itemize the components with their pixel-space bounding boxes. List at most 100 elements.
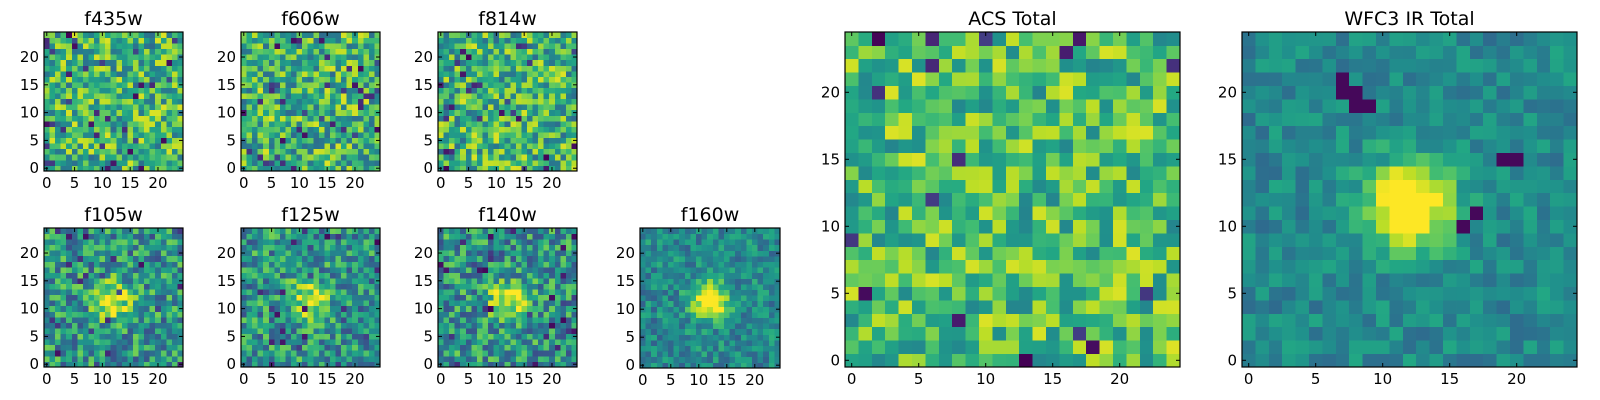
heatmap-cell bbox=[132, 98, 139, 105]
heatmap-cell bbox=[368, 311, 375, 318]
heatmap-cell bbox=[656, 300, 663, 307]
heatmap-cell bbox=[66, 137, 73, 144]
heatmap-cell bbox=[560, 54, 567, 61]
heatmap-cell bbox=[571, 148, 578, 155]
heatmap-cell bbox=[246, 305, 253, 312]
heatmap-cell bbox=[1019, 219, 1033, 234]
heatmap-cell bbox=[55, 59, 62, 66]
heatmap-cell bbox=[110, 137, 117, 144]
heatmap-cell bbox=[510, 137, 517, 144]
heatmap-cell bbox=[493, 311, 500, 318]
heatmap-cell bbox=[526, 109, 533, 116]
heatmap-cell bbox=[144, 148, 151, 155]
heatmap-cell bbox=[549, 255, 556, 262]
heatmap-cell bbox=[454, 278, 461, 284]
heatmap-cell bbox=[504, 278, 511, 284]
heatmap-cell bbox=[171, 233, 178, 240]
heatmap-cell bbox=[460, 339, 467, 346]
heatmap-cell bbox=[257, 82, 264, 88]
heatmap-cell bbox=[88, 250, 95, 257]
heatmap-cell bbox=[252, 300, 259, 307]
heatmap-cell bbox=[346, 355, 353, 362]
heatmap-cell bbox=[313, 339, 320, 346]
heatmap-cell bbox=[454, 244, 461, 251]
heatmap-cell bbox=[257, 76, 264, 83]
heatmap-cell bbox=[252, 165, 259, 172]
heatmap-cell bbox=[651, 239, 658, 246]
heatmap-cell bbox=[493, 87, 500, 94]
heatmap-cell bbox=[1072, 259, 1087, 274]
heatmap-cell bbox=[94, 109, 100, 116]
heatmap-cell bbox=[656, 356, 663, 363]
heatmap-cell bbox=[263, 333, 270, 340]
heatmap-cell bbox=[521, 82, 528, 88]
heatmap-cell bbox=[257, 316, 264, 323]
heatmap-cell bbox=[60, 109, 67, 116]
heatmap-cell bbox=[132, 93, 139, 100]
heatmap-cell bbox=[460, 148, 467, 155]
heatmap-cell bbox=[488, 43, 494, 50]
heatmap-cell bbox=[155, 322, 162, 329]
heatmap-cell bbox=[438, 283, 444, 290]
heatmap-cell bbox=[1005, 286, 1020, 301]
heatmap-cell bbox=[740, 233, 747, 240]
heatmap-cell bbox=[318, 344, 325, 351]
heatmap-cell bbox=[554, 159, 561, 166]
heatmap-cell bbox=[679, 334, 686, 341]
heatmap-cell bbox=[374, 132, 381, 139]
heatmap-cell bbox=[499, 328, 506, 335]
heatmap-cell bbox=[127, 87, 134, 94]
heatmap-cell bbox=[1099, 300, 1114, 314]
heatmap-cell bbox=[774, 256, 781, 262]
heatmap-cell bbox=[571, 143, 578, 150]
heatmap-cell bbox=[532, 233, 539, 240]
heatmap-cell bbox=[291, 159, 297, 166]
heatmap-cell bbox=[77, 115, 84, 122]
heatmap-cell bbox=[696, 250, 702, 257]
heatmap-cell bbox=[526, 328, 533, 335]
heatmap-cell bbox=[471, 159, 478, 166]
heatmap-cell bbox=[368, 228, 375, 234]
heatmap-cell bbox=[565, 350, 572, 357]
heatmap-cell bbox=[99, 233, 106, 240]
heatmap-cell bbox=[992, 233, 1007, 247]
heatmap-cell bbox=[66, 48, 73, 55]
heatmap-cell bbox=[521, 137, 528, 144]
heatmap-cell bbox=[504, 132, 511, 139]
heatmap-cell bbox=[571, 104, 578, 111]
heatmap-cell bbox=[696, 261, 702, 268]
heatmap-cell bbox=[443, 250, 450, 257]
heatmap-cell bbox=[77, 137, 84, 144]
heatmap-cell bbox=[88, 261, 95, 268]
heatmap-cell bbox=[132, 159, 139, 166]
heatmap-cell bbox=[138, 76, 145, 83]
heatmap-cell bbox=[374, 148, 381, 155]
heatmap-cell bbox=[160, 261, 167, 268]
heatmap-cell bbox=[110, 283, 117, 290]
heatmap-cell bbox=[724, 261, 730, 268]
heatmap-cell bbox=[438, 294, 444, 301]
heatmap-cell bbox=[752, 300, 758, 307]
heatmap-cell bbox=[684, 295, 691, 302]
heatmap-cell bbox=[510, 65, 517, 72]
heatmap-cell bbox=[307, 239, 314, 246]
heatmap-cell bbox=[724, 328, 730, 335]
heatmap-cell bbox=[543, 93, 550, 100]
heatmap-cell bbox=[488, 109, 494, 116]
heatmap-cell bbox=[443, 93, 450, 100]
heatmap-cell bbox=[268, 37, 275, 44]
heatmap-cell bbox=[110, 165, 117, 172]
heatmap-cell bbox=[757, 244, 764, 251]
heatmap-cell bbox=[449, 104, 456, 111]
heatmap-cell bbox=[752, 312, 758, 318]
heatmap-cell bbox=[49, 361, 56, 368]
heatmap-cell bbox=[476, 65, 483, 72]
heatmap-cell bbox=[1113, 286, 1127, 301]
heatmap-cell bbox=[763, 233, 770, 240]
heatmap-cell bbox=[352, 137, 359, 144]
heatmap-cell bbox=[132, 48, 139, 55]
heatmap-cell bbox=[352, 70, 359, 77]
heatmap-cell bbox=[77, 311, 84, 318]
heatmap-cell bbox=[532, 43, 539, 50]
heatmap-cell bbox=[49, 43, 56, 50]
